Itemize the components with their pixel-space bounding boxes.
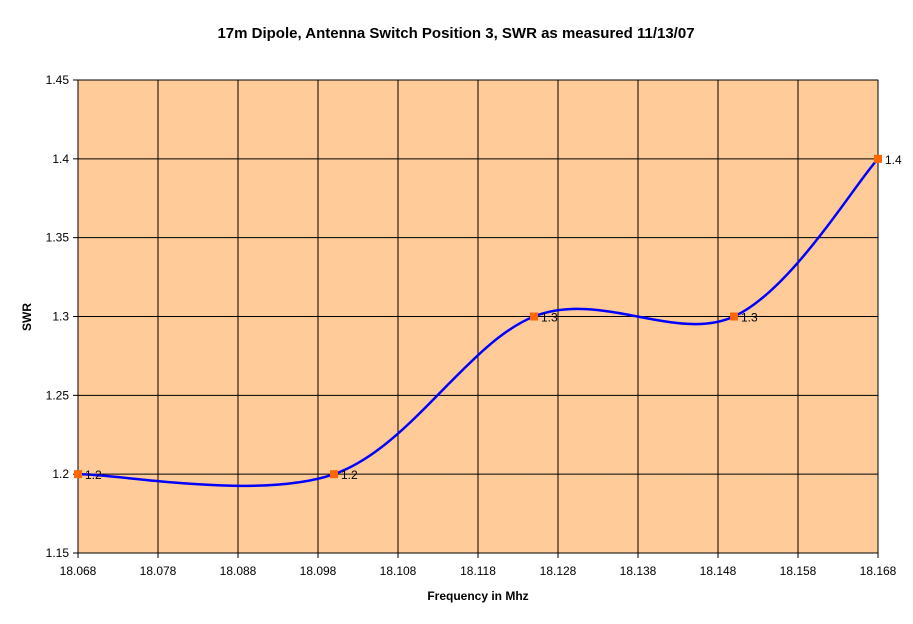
y-tick-label: 1.25 — [46, 388, 70, 402]
series-line — [77, 157, 879, 488]
y-tick-label: 1.3 — [52, 310, 69, 324]
x-tick-label: 18.118 — [460, 564, 496, 578]
data-point-label: 1.4 — [885, 153, 902, 167]
data-point-label: 1.2 — [85, 468, 102, 482]
x-tick-label: 18.078 — [140, 564, 177, 578]
x-tick-label: 18.138 — [620, 564, 657, 578]
y-tick-label: 1.2 — [52, 467, 69, 481]
data-point-marker — [74, 470, 82, 479]
x-tick-label: 18.158 — [780, 564, 817, 578]
y-tick-label: 1.45 — [46, 73, 70, 87]
chart-title: 17m Dipole, Antenna Switch Position 3, S… — [217, 25, 694, 42]
x-tick-label: 18.128 — [540, 564, 577, 578]
x-axis-title: Frequency in Mhz — [427, 589, 528, 603]
data-point-marker — [730, 312, 738, 321]
data-point-label: 1.3 — [741, 311, 758, 325]
y-axis-ticks: 1.15 1.2 1.25 1.3 1.35 1.4 1.45 — [46, 73, 78, 560]
data-point-marker — [330, 470, 338, 479]
data-point-label: 1.3 — [541, 311, 558, 325]
y-tick-label: 1.15 — [46, 546, 70, 560]
y-tick-label: 1.35 — [46, 231, 70, 245]
x-tick-label: 18.108 — [380, 564, 417, 578]
x-axis-ticks: 18.068 18.078 18.088 18.098 18.108 18.118 18.1… — [60, 553, 897, 578]
x-tick-label: 18.068 — [60, 564, 97, 578]
data-point-label: 1.2 — [341, 468, 358, 482]
y-tick-label: 1.4 — [52, 152, 69, 166]
x-tick-label: 18.168 — [860, 564, 897, 578]
data-markers — [74, 154, 882, 479]
x-tick-label: 18.098 — [300, 564, 337, 578]
x-tick-label: 18.148 — [700, 564, 737, 578]
data-point-marker — [530, 312, 538, 321]
x-tick-label: 18.088 — [220, 564, 257, 578]
data-point-marker — [874, 154, 882, 163]
data-labels: 1.2 1.2 1.3 1.3 1.4 — [85, 153, 902, 482]
y-axis-title: SWR — [20, 303, 34, 331]
